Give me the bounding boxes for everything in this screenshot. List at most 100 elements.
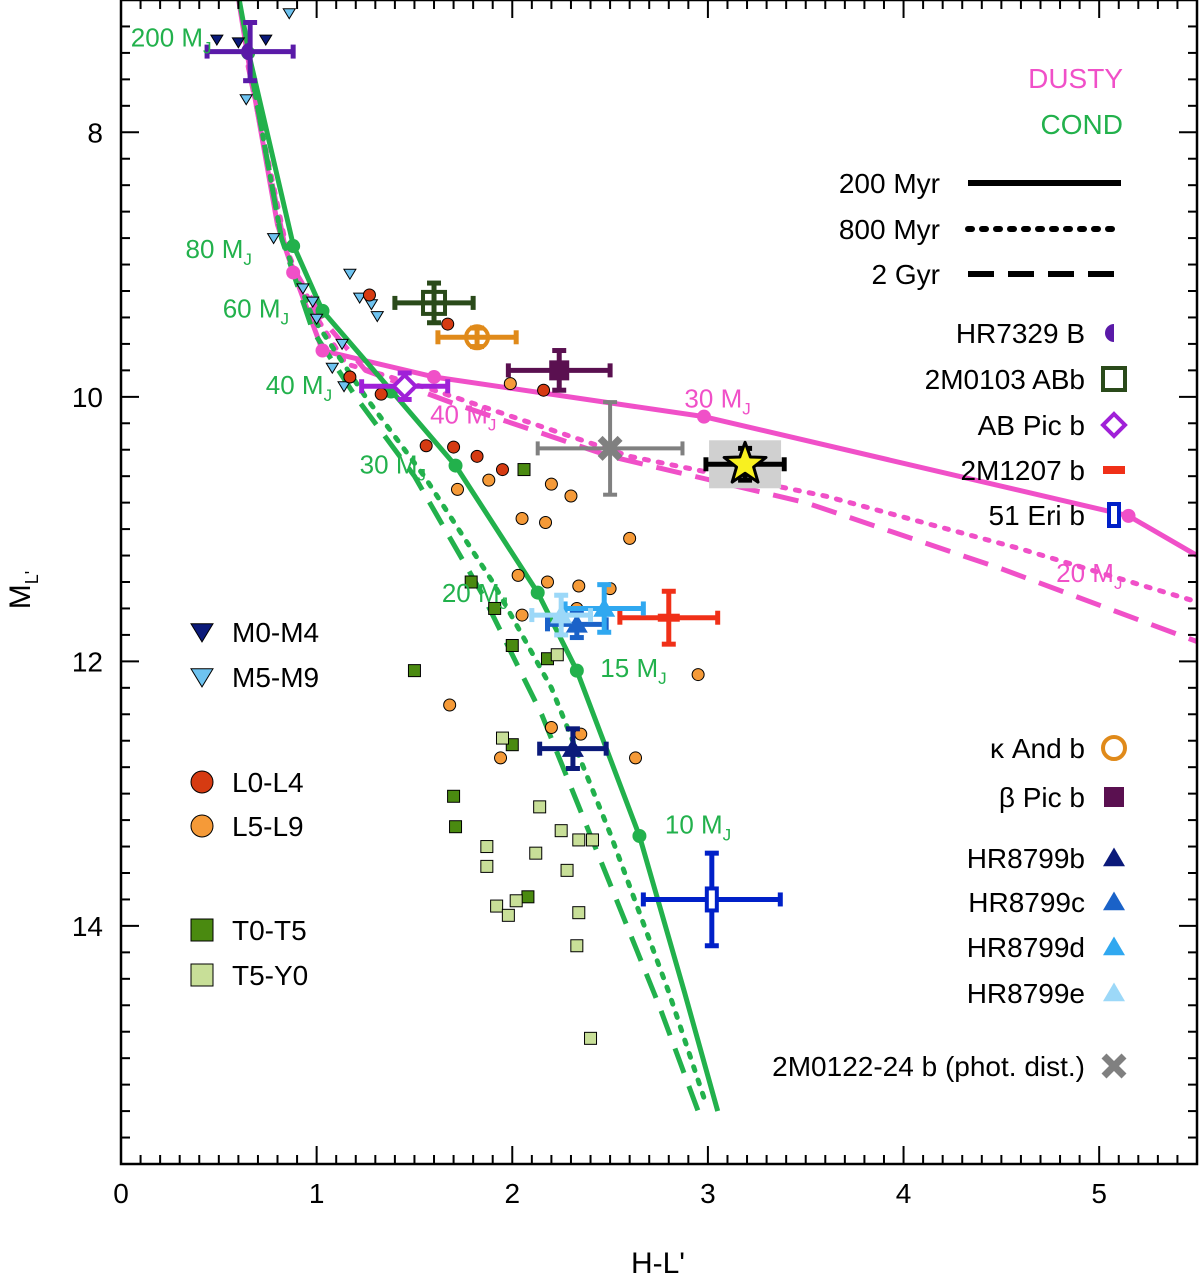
x-axis-label: H-L' xyxy=(631,1247,685,1280)
legend-field-marker xyxy=(190,918,214,942)
mass-label-value: 30 M xyxy=(360,450,418,480)
mass-label: 10 MJ xyxy=(665,809,731,844)
companion-hr8799e-marker xyxy=(550,604,573,624)
legend-field-marker xyxy=(190,623,214,643)
field-object-m5-m9 xyxy=(352,292,367,304)
mass-label-sub: J xyxy=(281,309,290,328)
field-object-l0-l4 xyxy=(537,383,551,397)
field-object-t0-t5 xyxy=(488,601,502,615)
field-object-l5-l9 xyxy=(450,482,464,496)
companion-2m1207-b xyxy=(617,588,721,647)
x-tick-label: 5 xyxy=(1091,1178,1107,1209)
legend-companion-label: 2M1207 b xyxy=(960,455,1085,486)
legend-companion-label: κ And b xyxy=(990,733,1085,764)
field-object-l5-l9 xyxy=(494,751,508,765)
companion-pic-b-marker xyxy=(549,360,570,381)
mass-label-sub: J xyxy=(742,399,751,418)
field-object-t5-y0 xyxy=(550,648,564,662)
y-tick-label: 12 xyxy=(72,646,103,677)
field-object-t5-y0 xyxy=(533,800,547,814)
companion-2m1207-b-marker xyxy=(657,613,680,622)
legend-companion-label: HR8799e xyxy=(967,978,1085,1009)
companion-hr8799b-marker xyxy=(561,738,584,757)
field-object-l0-l4 xyxy=(419,439,433,453)
mass-marker-dusty xyxy=(696,409,711,424)
field-object-t0-t5 xyxy=(464,575,478,589)
legend-companion-marker-pic-b xyxy=(1104,787,1124,807)
companion-2m0122-24-b-phot-dist-marker xyxy=(597,435,623,461)
mass-marker-cond xyxy=(632,828,647,843)
mass-label-sub: J xyxy=(243,250,252,269)
mass-label-sub: J xyxy=(417,466,426,485)
field-object-t5-y0 xyxy=(560,863,574,877)
x-tick-label: 1 xyxy=(309,1178,325,1209)
mass-label: 30 MJ xyxy=(360,450,426,485)
field-object-l5-l9 xyxy=(623,531,637,545)
legend-companion-marker-2m1207-b xyxy=(1103,466,1125,474)
mass-label: 30 MJ xyxy=(684,383,750,418)
field-object-l0-l4 xyxy=(343,370,357,384)
legend-companion-label: β Pic b xyxy=(999,782,1085,813)
field-object-t5-y0 xyxy=(572,833,586,847)
mass-label-value: 80 M xyxy=(186,234,244,264)
legend-cond: COND xyxy=(1041,109,1123,140)
mass-label-sub: J xyxy=(203,38,212,57)
field-object-l5-l9 xyxy=(629,751,643,765)
y-tick-label: 10 xyxy=(72,382,103,413)
field-object-t0-t5 xyxy=(407,664,421,678)
mass-label: 40 MJ xyxy=(430,399,496,434)
field-object-m5-m9 xyxy=(266,233,281,245)
legend-companion-marker-and-b xyxy=(1101,735,1127,761)
field-object-m5-m9 xyxy=(305,296,320,308)
mass-label-value: 60 M xyxy=(223,293,281,323)
field-object-l5-l9 xyxy=(511,568,525,582)
legend-age-label: 2 Gyr xyxy=(872,259,940,290)
legend-companion-marker-2m0103-abb xyxy=(1101,366,1127,392)
field-object-l5-l9 xyxy=(564,489,578,503)
field-object-t5-y0 xyxy=(501,908,515,922)
field-object-t5-y0 xyxy=(572,906,586,920)
field-object-t5-y0 xyxy=(585,833,599,847)
field-object-t5-y0 xyxy=(554,824,568,838)
legend-companion-marker-51-eri-b xyxy=(1107,502,1121,528)
legend-companion-marker-hr7329-b xyxy=(1105,324,1114,342)
x-tick-label: 0 xyxy=(113,1178,129,1209)
legend-companion-marker-hr8799e xyxy=(1103,982,1125,1002)
field-object-l5-l9 xyxy=(515,608,529,622)
field-object-m5-m9 xyxy=(335,338,349,351)
mass-label: 40 MJ xyxy=(266,370,332,405)
field-object-l5-l9 xyxy=(482,473,496,487)
field-object-m5-m9 xyxy=(325,362,340,375)
y-tick-label: 8 xyxy=(87,117,103,148)
field-object-t5-y0 xyxy=(480,859,494,873)
mass-label-value: 30 M xyxy=(684,383,742,413)
companion-hr7329-b xyxy=(204,19,296,84)
legend-field-marker xyxy=(190,668,214,688)
legend-companion-marker-hr8799c xyxy=(1103,891,1125,911)
field-object-l0-l4 xyxy=(362,288,376,302)
legend-field-marker xyxy=(190,770,214,794)
companion-2m0103-abb-marker xyxy=(421,289,448,316)
legends-layer: DUSTY COND 200 Myr 800 Myr 2 Gyr HR7329 B 2M01… xyxy=(190,63,1128,1082)
mass-marker-dusty xyxy=(286,265,301,280)
field-object-l5-l9 xyxy=(503,377,517,391)
x-tick-label: 3 xyxy=(700,1178,716,1209)
legend-field-label: L5-L9 xyxy=(232,811,304,842)
mass-label-sub: J xyxy=(500,594,509,613)
field-object-l0-l4 xyxy=(447,440,461,454)
mass-label: 200 MJ xyxy=(131,22,212,57)
legend-companion-marker-2m0122-24-b-phot-dist xyxy=(1101,1053,1127,1079)
companion-ab-pic-b-marker xyxy=(390,372,419,401)
field-object-t0-t5 xyxy=(505,738,519,752)
legend-companion-label: AB Pic b xyxy=(978,410,1085,441)
field-object-l0-l4 xyxy=(441,317,455,331)
companion-2m0103-abb xyxy=(392,280,476,326)
legend-field-label: L0-L4 xyxy=(232,767,304,798)
mass-label-value: 20 M xyxy=(442,578,500,608)
mass-label: 20 MJ xyxy=(1056,558,1122,593)
mass-marker-cond xyxy=(530,585,545,600)
companion-51-eri-b xyxy=(640,850,783,949)
companions-layer xyxy=(204,19,787,949)
field-object-t5-y0 xyxy=(495,731,509,745)
